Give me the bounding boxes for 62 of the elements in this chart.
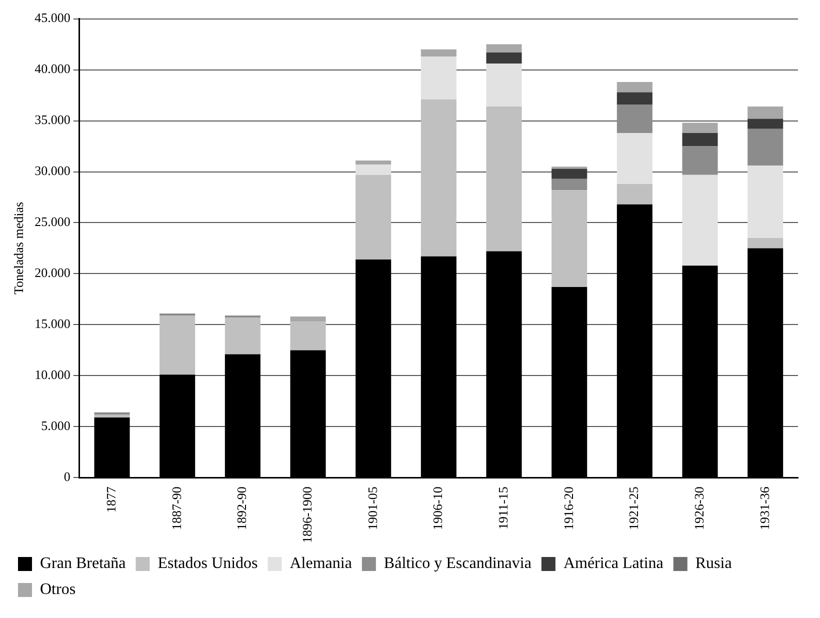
bar	[94, 414, 130, 418]
x-tick-label: 1892-90	[234, 486, 250, 530]
bar	[290, 322, 326, 350]
bar	[616, 92, 652, 104]
legend-label: Alemania	[290, 555, 352, 572]
y-tick-label: 35.000	[34, 112, 70, 128]
legend-label: Estados Unidos	[158, 555, 258, 572]
x-tick-label: 1931-36	[756, 486, 772, 530]
bar	[486, 106, 522, 252]
bar	[356, 164, 392, 175]
bar	[552, 178, 588, 190]
x-tick-label: 1877	[103, 486, 118, 513]
bar	[682, 122, 718, 134]
bar	[748, 128, 784, 166]
legend-label: Rusia	[695, 555, 732, 572]
x-tick-label: 1916-20	[560, 486, 576, 530]
bar	[420, 99, 456, 256]
bar	[748, 106, 784, 119]
legend-label: Otros	[40, 581, 76, 598]
y-tick-label: 15.000	[34, 316, 70, 332]
bar	[682, 174, 718, 266]
bar	[748, 238, 784, 248]
x-tick-label: 1887-90	[168, 486, 184, 530]
legend-label: Báltico y Escandinavia	[384, 555, 532, 572]
y-tick-label: 10.000	[34, 367, 70, 382]
bar	[552, 190, 588, 287]
bar	[748, 118, 784, 129]
bar	[616, 184, 652, 204]
bar	[356, 174, 392, 260]
bar	[290, 316, 326, 322]
bar	[486, 44, 522, 52]
bar	[748, 166, 784, 238]
bar	[552, 168, 588, 179]
y-axis-title: Toneladas medias	[11, 202, 26, 295]
y-tick-label: 30.000	[34, 163, 70, 178]
bar	[616, 104, 652, 134]
x-tick-label: 1921-25	[626, 486, 642, 530]
bar	[616, 133, 652, 184]
x-tick-label: 1926-30	[691, 486, 706, 530]
bar	[160, 313, 196, 316]
bar	[616, 82, 652, 92]
y-tick-label: 40.000	[34, 61, 70, 76]
bar	[420, 56, 456, 100]
y-tick-label: 5.000	[41, 418, 70, 434]
x-tick-label: 1911-15	[495, 486, 510, 530]
bar	[356, 160, 392, 165]
x-tick-label: 1901-05	[364, 486, 380, 530]
x-tick-label: 1906-10	[430, 486, 446, 530]
bar	[486, 64, 522, 106]
y-tick-label: 25.000	[34, 214, 70, 230]
bar	[160, 316, 196, 375]
bar	[224, 318, 260, 354]
bar	[682, 133, 718, 146]
x-tick-label: 1896-1900	[299, 486, 314, 544]
bar	[420, 49, 456, 57]
bar	[682, 146, 718, 175]
y-tick-label: 0	[64, 469, 70, 484]
y-tick-label: 45.000	[34, 10, 70, 26]
bar	[486, 52, 522, 64]
legend-label: Gran Bretaña	[40, 555, 126, 572]
y-tick-label: 20.000	[34, 265, 70, 280]
legend-label: América Latina	[563, 555, 664, 572]
